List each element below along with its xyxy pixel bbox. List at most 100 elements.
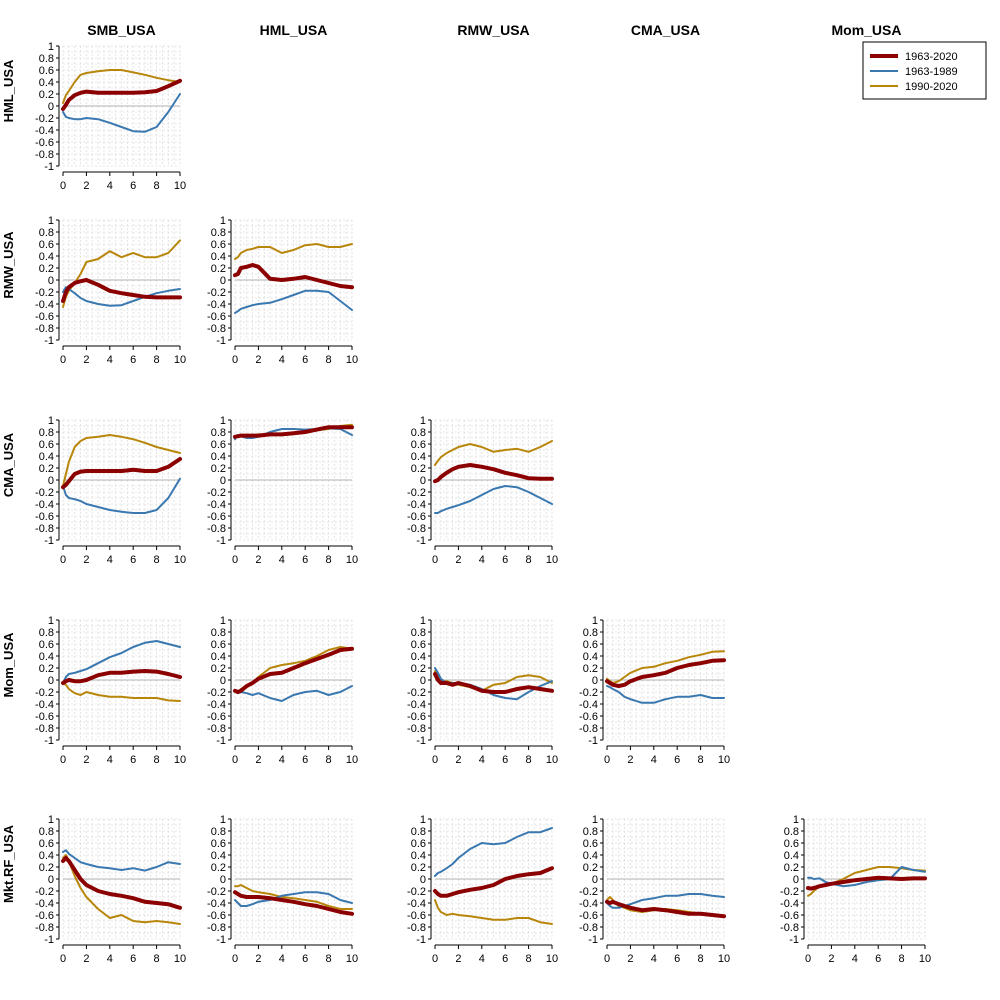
y-tick-label: 0.4: [39, 251, 54, 263]
x-tick-label: 10: [346, 354, 358, 366]
y-tick-label: 0.2: [211, 463, 226, 475]
x-tick-label: 10: [174, 180, 186, 192]
y-tick-label: 0: [592, 675, 598, 687]
legend-item-1963-2020: 1963-2020: [870, 51, 958, 63]
y-tick-label: -1: [416, 535, 426, 547]
y-tick-label: 0.6: [411, 838, 426, 850]
x-tick-label: 10: [546, 554, 558, 566]
x-tick-label: 4: [107, 354, 113, 366]
y-tick-label: 0.8: [211, 227, 226, 239]
y-tick-label: 0.8: [211, 427, 226, 439]
y-tick-label: 0.4: [411, 451, 426, 463]
x-tick-label: 10: [546, 754, 558, 766]
y-tick-label: -1: [44, 335, 54, 347]
x-tick-label: 2: [255, 754, 261, 766]
series-line-1990-2020: [434, 899, 553, 925]
y-tick-label: -0.6: [35, 137, 54, 149]
panel-mom-usa-vs-rmw-usa: 10.80.60.40.20-0.2-0.4-0.6-0.8-10 2 4 6 8 10: [407, 615, 558, 766]
y-tick-label: -0.6: [407, 711, 426, 723]
x-tick-label: 4: [279, 953, 285, 965]
x-tick-label: 2: [455, 754, 461, 766]
x-tick-label: 0: [60, 180, 66, 192]
series-line-1963-2020: [61, 669, 182, 685]
y-tick-label: -0.4: [35, 898, 54, 910]
y-tick-label: 0.4: [784, 850, 799, 862]
series-line-1963-2020: [433, 672, 554, 694]
x-tick-label: 8: [154, 953, 160, 965]
y-tick-label: 0.8: [411, 826, 426, 838]
y-tick-label: -0.4: [207, 299, 226, 311]
x-tick-label: 0: [232, 953, 238, 965]
x-tick-label: 6: [302, 953, 308, 965]
y-tick-label: 0: [220, 675, 226, 687]
x-tick-label: 4: [279, 354, 285, 366]
y-tick-label: 1: [220, 415, 226, 427]
y-tick-label: 1: [48, 41, 54, 53]
y-tick-label: -0.6: [35, 910, 54, 922]
x-tick-label: 6: [674, 953, 680, 965]
y-tick-label: -0.4: [407, 499, 426, 511]
y-tick-label: 0: [420, 874, 426, 886]
y-tick-label: -0.4: [207, 699, 226, 711]
y-tick-label: 0.6: [39, 639, 54, 651]
x-tick-label: 10: [346, 554, 358, 566]
y-tick-label: -0.2: [207, 287, 226, 299]
series-line-1963-1989: [434, 485, 553, 514]
series-line-1963-1989: [62, 477, 181, 514]
y-tick-label: 0.2: [784, 862, 799, 874]
grid: [62, 818, 181, 940]
y-tick-label: 0.6: [211, 838, 226, 850]
y-tick-label: 1: [48, 615, 54, 627]
y-tick-label: 0.2: [39, 463, 54, 475]
x-tick-label: 2: [83, 554, 89, 566]
series-line-1963-2020: [61, 278, 182, 303]
x-tick-label: 6: [502, 554, 508, 566]
y-tick-label: -0.4: [35, 125, 54, 137]
x-tick-label: 2: [83, 953, 89, 965]
y-tick-label: -0.2: [579, 687, 598, 699]
y-tick-label: 0.6: [784, 838, 799, 850]
y-tick-label: 0.6: [39, 439, 54, 451]
y-tick-label: 0.2: [583, 862, 598, 874]
y-tick-label: 0.4: [583, 850, 598, 862]
column-title-hml-usa: HML_USA: [260, 22, 328, 38]
x-tick-label: 4: [852, 953, 858, 965]
x-tick-label: 8: [526, 953, 532, 965]
x-tick-label: 8: [326, 953, 332, 965]
y-tick-label: 0.8: [39, 53, 54, 65]
series-line-1990-2020: [434, 440, 553, 466]
y-tick-label: -0.2: [207, 687, 226, 699]
y-tick-label: -0.8: [207, 922, 226, 934]
panel-mkt-rf-usa-vs-rmw-usa: 10.80.60.40.20-0.2-0.4-0.6-0.8-10 2 4 6 8 10: [407, 814, 558, 965]
y-tick-label: -0.8: [407, 922, 426, 934]
x-tick-label: 10: [718, 953, 730, 965]
x-tick-label: 2: [828, 953, 834, 965]
x-tick-label: 0: [232, 354, 238, 366]
y-tick-label: 1: [220, 215, 226, 227]
x-tick-label: 4: [107, 180, 113, 192]
y-tick-label: 1: [420, 814, 426, 826]
column-title-mom-usa: Mom_USA: [831, 22, 901, 38]
series-line-1963-1989: [234, 289, 353, 314]
series-line-1963-2020: [61, 856, 182, 910]
y-tick-label: 0.6: [411, 439, 426, 451]
y-tick-label: -1: [416, 934, 426, 946]
y-tick-label: -0.4: [207, 499, 226, 511]
x-tick-label: 10: [174, 554, 186, 566]
series-line-1963-2020: [233, 425, 354, 439]
x-tick-label: 8: [326, 554, 332, 566]
y-tick-label: -0.8: [207, 323, 226, 335]
y-tick-label: -0.4: [207, 898, 226, 910]
y-tick-label: -0.8: [407, 523, 426, 535]
y-tick-label: 0.8: [411, 427, 426, 439]
y-tick-label: -0.4: [35, 299, 54, 311]
x-tick-label: 4: [107, 554, 113, 566]
x-tick-label: 6: [502, 953, 508, 965]
y-tick-label: -0.6: [207, 511, 226, 523]
y-tick-label: -1: [44, 161, 54, 173]
x-tick-label: 8: [899, 953, 905, 965]
x-tick-label: 8: [326, 354, 332, 366]
x-tick-label: 0: [604, 754, 610, 766]
panel-cma-usa-vs-rmw-usa: 10.80.60.40.20-0.2-0.4-0.6-0.8-10 2 4 6 8 10: [407, 415, 558, 566]
y-tick-label: -1: [216, 535, 226, 547]
